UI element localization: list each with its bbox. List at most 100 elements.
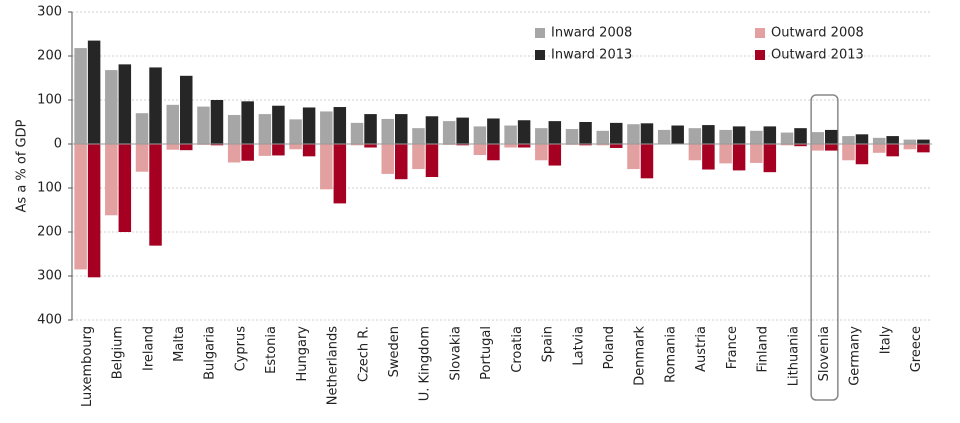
x-tick-label: Portugal <box>479 326 494 380</box>
legend-swatch <box>755 50 765 60</box>
bar <box>364 144 377 148</box>
bar <box>180 144 193 151</box>
bar <box>719 129 732 144</box>
x-tick-label: Czech R. <box>356 326 371 382</box>
bar <box>671 125 684 144</box>
bar <box>210 144 224 146</box>
x-tick-label: Italy <box>878 326 893 355</box>
x-tick-label: Cyprus <box>233 326 248 372</box>
bar <box>872 137 886 144</box>
x-tick-label: Luxembourg <box>80 326 95 407</box>
bar <box>732 144 746 171</box>
bar <box>657 129 671 144</box>
bar <box>702 125 715 144</box>
bar <box>750 130 763 144</box>
y-tick-label: 200 <box>37 49 62 64</box>
bar <box>135 113 149 144</box>
bar <box>886 144 899 157</box>
bar <box>780 144 794 146</box>
bar <box>688 144 702 161</box>
bar <box>166 104 179 144</box>
bar <box>272 105 285 144</box>
bar <box>320 144 333 190</box>
bar <box>903 139 917 144</box>
bar <box>227 144 241 163</box>
bar <box>627 144 640 170</box>
bar <box>548 121 562 144</box>
x-tick-label: Sweden <box>387 326 402 377</box>
legend-label: Outward 2008 <box>771 26 864 41</box>
x-tick-label: Slovakia <box>448 326 463 381</box>
bar <box>473 144 487 155</box>
x-tick-label: Denmark <box>633 326 648 386</box>
bar <box>596 130 609 144</box>
bar <box>548 144 562 166</box>
bar <box>289 119 302 144</box>
bar <box>149 67 162 144</box>
bar <box>825 144 838 151</box>
bar <box>504 144 517 148</box>
bar <box>227 114 241 144</box>
bar <box>811 144 824 151</box>
bar <box>241 144 254 161</box>
legend-swatch <box>535 28 545 38</box>
bar <box>780 132 794 144</box>
x-tick-label: Germany <box>848 326 863 386</box>
bar <box>842 144 855 161</box>
bar <box>579 122 592 144</box>
bar <box>320 111 333 144</box>
x-tick-label: Greece <box>909 326 924 372</box>
legend-swatch <box>755 28 765 38</box>
bar <box>272 144 285 156</box>
bar <box>241 101 254 144</box>
bar <box>763 126 777 144</box>
bar <box>87 144 101 278</box>
bar <box>535 144 548 161</box>
bar <box>811 132 824 144</box>
legend-label: Inward 2008 <box>551 26 632 41</box>
bar <box>886 136 899 144</box>
bar <box>855 134 869 144</box>
bar <box>210 100 224 144</box>
x-tick-label: Romania <box>663 326 678 383</box>
bar <box>903 144 917 150</box>
legend-label: Inward 2013 <box>551 48 632 63</box>
bar <box>333 144 347 204</box>
x-tick-label: Estonia <box>264 326 279 374</box>
bar <box>350 122 364 144</box>
x-tick-label: Latvia <box>571 326 586 366</box>
bar <box>197 106 210 144</box>
x-tick-label: Austria <box>694 326 709 372</box>
bar <box>456 144 469 146</box>
x-tick-label: Finland <box>756 326 771 372</box>
x-tick-label: France <box>725 326 740 369</box>
bar <box>596 144 609 146</box>
bar <box>535 128 548 144</box>
bar <box>640 123 654 144</box>
bar <box>395 144 408 180</box>
bar <box>105 70 118 144</box>
bar <box>487 144 500 161</box>
x-tick-label: Spain <box>541 326 556 362</box>
bar <box>412 144 425 170</box>
bar <box>118 144 132 232</box>
bar <box>333 107 347 144</box>
bar <box>258 144 272 156</box>
bar <box>258 114 272 144</box>
y-tick-label: 300 <box>37 5 62 20</box>
bar <box>74 48 87 144</box>
bar <box>473 126 487 144</box>
y-tick-label: 300 <box>37 269 62 284</box>
bar <box>425 144 439 177</box>
bar <box>350 144 364 146</box>
highlight-box <box>810 94 839 401</box>
bar <box>517 144 531 148</box>
y-axis-label: As a % of GDP <box>15 119 30 212</box>
bar <box>610 122 623 144</box>
y-tick-label: 400 <box>37 313 62 328</box>
bar <box>180 75 193 144</box>
x-tick-label: Bulgaria <box>203 326 218 380</box>
bar <box>412 128 425 144</box>
y-tick-label: 100 <box>37 93 62 108</box>
